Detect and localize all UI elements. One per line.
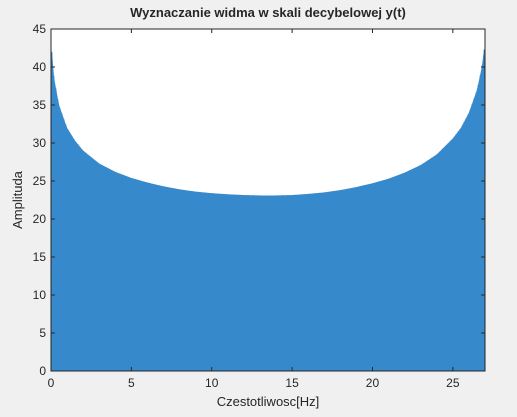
y-axis: 0 5 10 15 20 25 30 35 40 45 xyxy=(33,22,485,378)
y-tick-label: 25 xyxy=(33,174,47,188)
y-tick-label: 5 xyxy=(39,326,46,340)
x-axis-label: Czestotliwosc[Hz] xyxy=(217,394,320,409)
plot-frame xyxy=(50,28,486,372)
y-tick-label: 10 xyxy=(33,288,47,302)
x-tick-label: 10 xyxy=(205,376,219,390)
y-tick-label: 40 xyxy=(33,60,47,74)
x-tick-label: 5 xyxy=(128,376,135,390)
y-tick-label: 30 xyxy=(33,136,47,150)
chart-title: Wyznaczanie widma w skali decybelowej y(… xyxy=(130,5,406,20)
x-tick-label: 25 xyxy=(446,376,460,390)
x-tick-label: 20 xyxy=(366,376,380,390)
y-axis-label: Amplituda xyxy=(10,170,25,229)
y-tick-label: 35 xyxy=(33,98,47,112)
x-axis: 0 5 10 15 20 25 xyxy=(48,29,460,390)
x-tick-label: 15 xyxy=(285,376,299,390)
bar-lines-group xyxy=(51,49,485,371)
y-tick-label: 45 xyxy=(33,22,47,36)
y-tick-label: 15 xyxy=(33,250,47,264)
y-tick-label: 20 xyxy=(33,212,47,226)
x-tick-label: 0 xyxy=(48,376,55,390)
y-tick-label: 0 xyxy=(39,364,46,378)
